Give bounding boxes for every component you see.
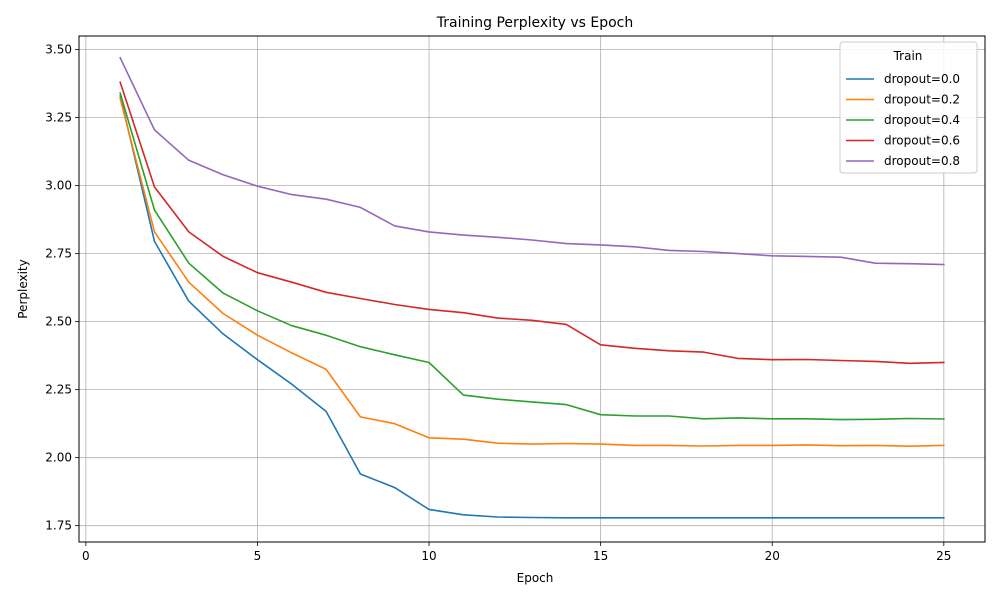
x-axis-ticks: 0 5 10 15 20 25 — [82, 542, 951, 563]
y-tick-label: 2.25 — [45, 383, 72, 397]
x-axis-label: Epoch — [517, 571, 554, 585]
y-tick-label: 3.50 — [45, 43, 72, 57]
y-tick-label: 1.75 — [45, 519, 72, 533]
y-axis-label: Perplexity — [16, 259, 30, 319]
series-line-dropout-0-0 — [119, 94, 945, 519]
legend-title: Train — [893, 49, 923, 63]
legend-box — [839, 41, 978, 174]
legend-entry-label: dropout=0.0 — [884, 72, 960, 86]
y-tick-label: 2.75 — [45, 247, 72, 261]
series-line-dropout-0-2 — [119, 97, 945, 448]
x-tick-label: 0 — [82, 549, 90, 563]
legend-entries: dropout=0.0 dropout=0.2 dropout=0.4 dropout… — [846, 72, 960, 168]
series-line-dropout-0-8 — [119, 56, 945, 266]
y-tick-label: 2.50 — [45, 315, 72, 329]
y-tick-label: 3.25 — [45, 111, 72, 125]
legend-entry-label: dropout=0.6 — [884, 134, 960, 148]
x-tick-label: 15 — [593, 549, 608, 563]
x-tick-label: 5 — [254, 549, 262, 563]
grid — [79, 36, 985, 542]
y-axis-ticks: 1.75 2.00 2.25 2.50 2.75 3.00 3.25 3.50 — [45, 43, 79, 533]
legend-entry-label: dropout=0.8 — [884, 154, 960, 168]
y-tick-label: 3.00 — [45, 179, 72, 193]
series-lines — [119, 56, 945, 519]
series-line-dropout-0-6 — [119, 81, 945, 365]
legend-entry-label: dropout=0.4 — [884, 113, 960, 127]
chart-title: Training Perplexity vs Epoch — [436, 15, 633, 31]
x-tick-label: 20 — [765, 549, 780, 563]
x-tick-label: 25 — [936, 549, 951, 563]
series-line-dropout-0-4 — [119, 92, 945, 421]
legend-entry-label: dropout=0.2 — [884, 93, 960, 107]
y-tick-label: 2.00 — [45, 451, 72, 465]
plot-area-frame — [78, 35, 986, 543]
legend: Train dropout=0.0dropout=0.2dropout=0.4d… — [839, 41, 978, 174]
x-tick-label: 10 — [421, 549, 436, 563]
